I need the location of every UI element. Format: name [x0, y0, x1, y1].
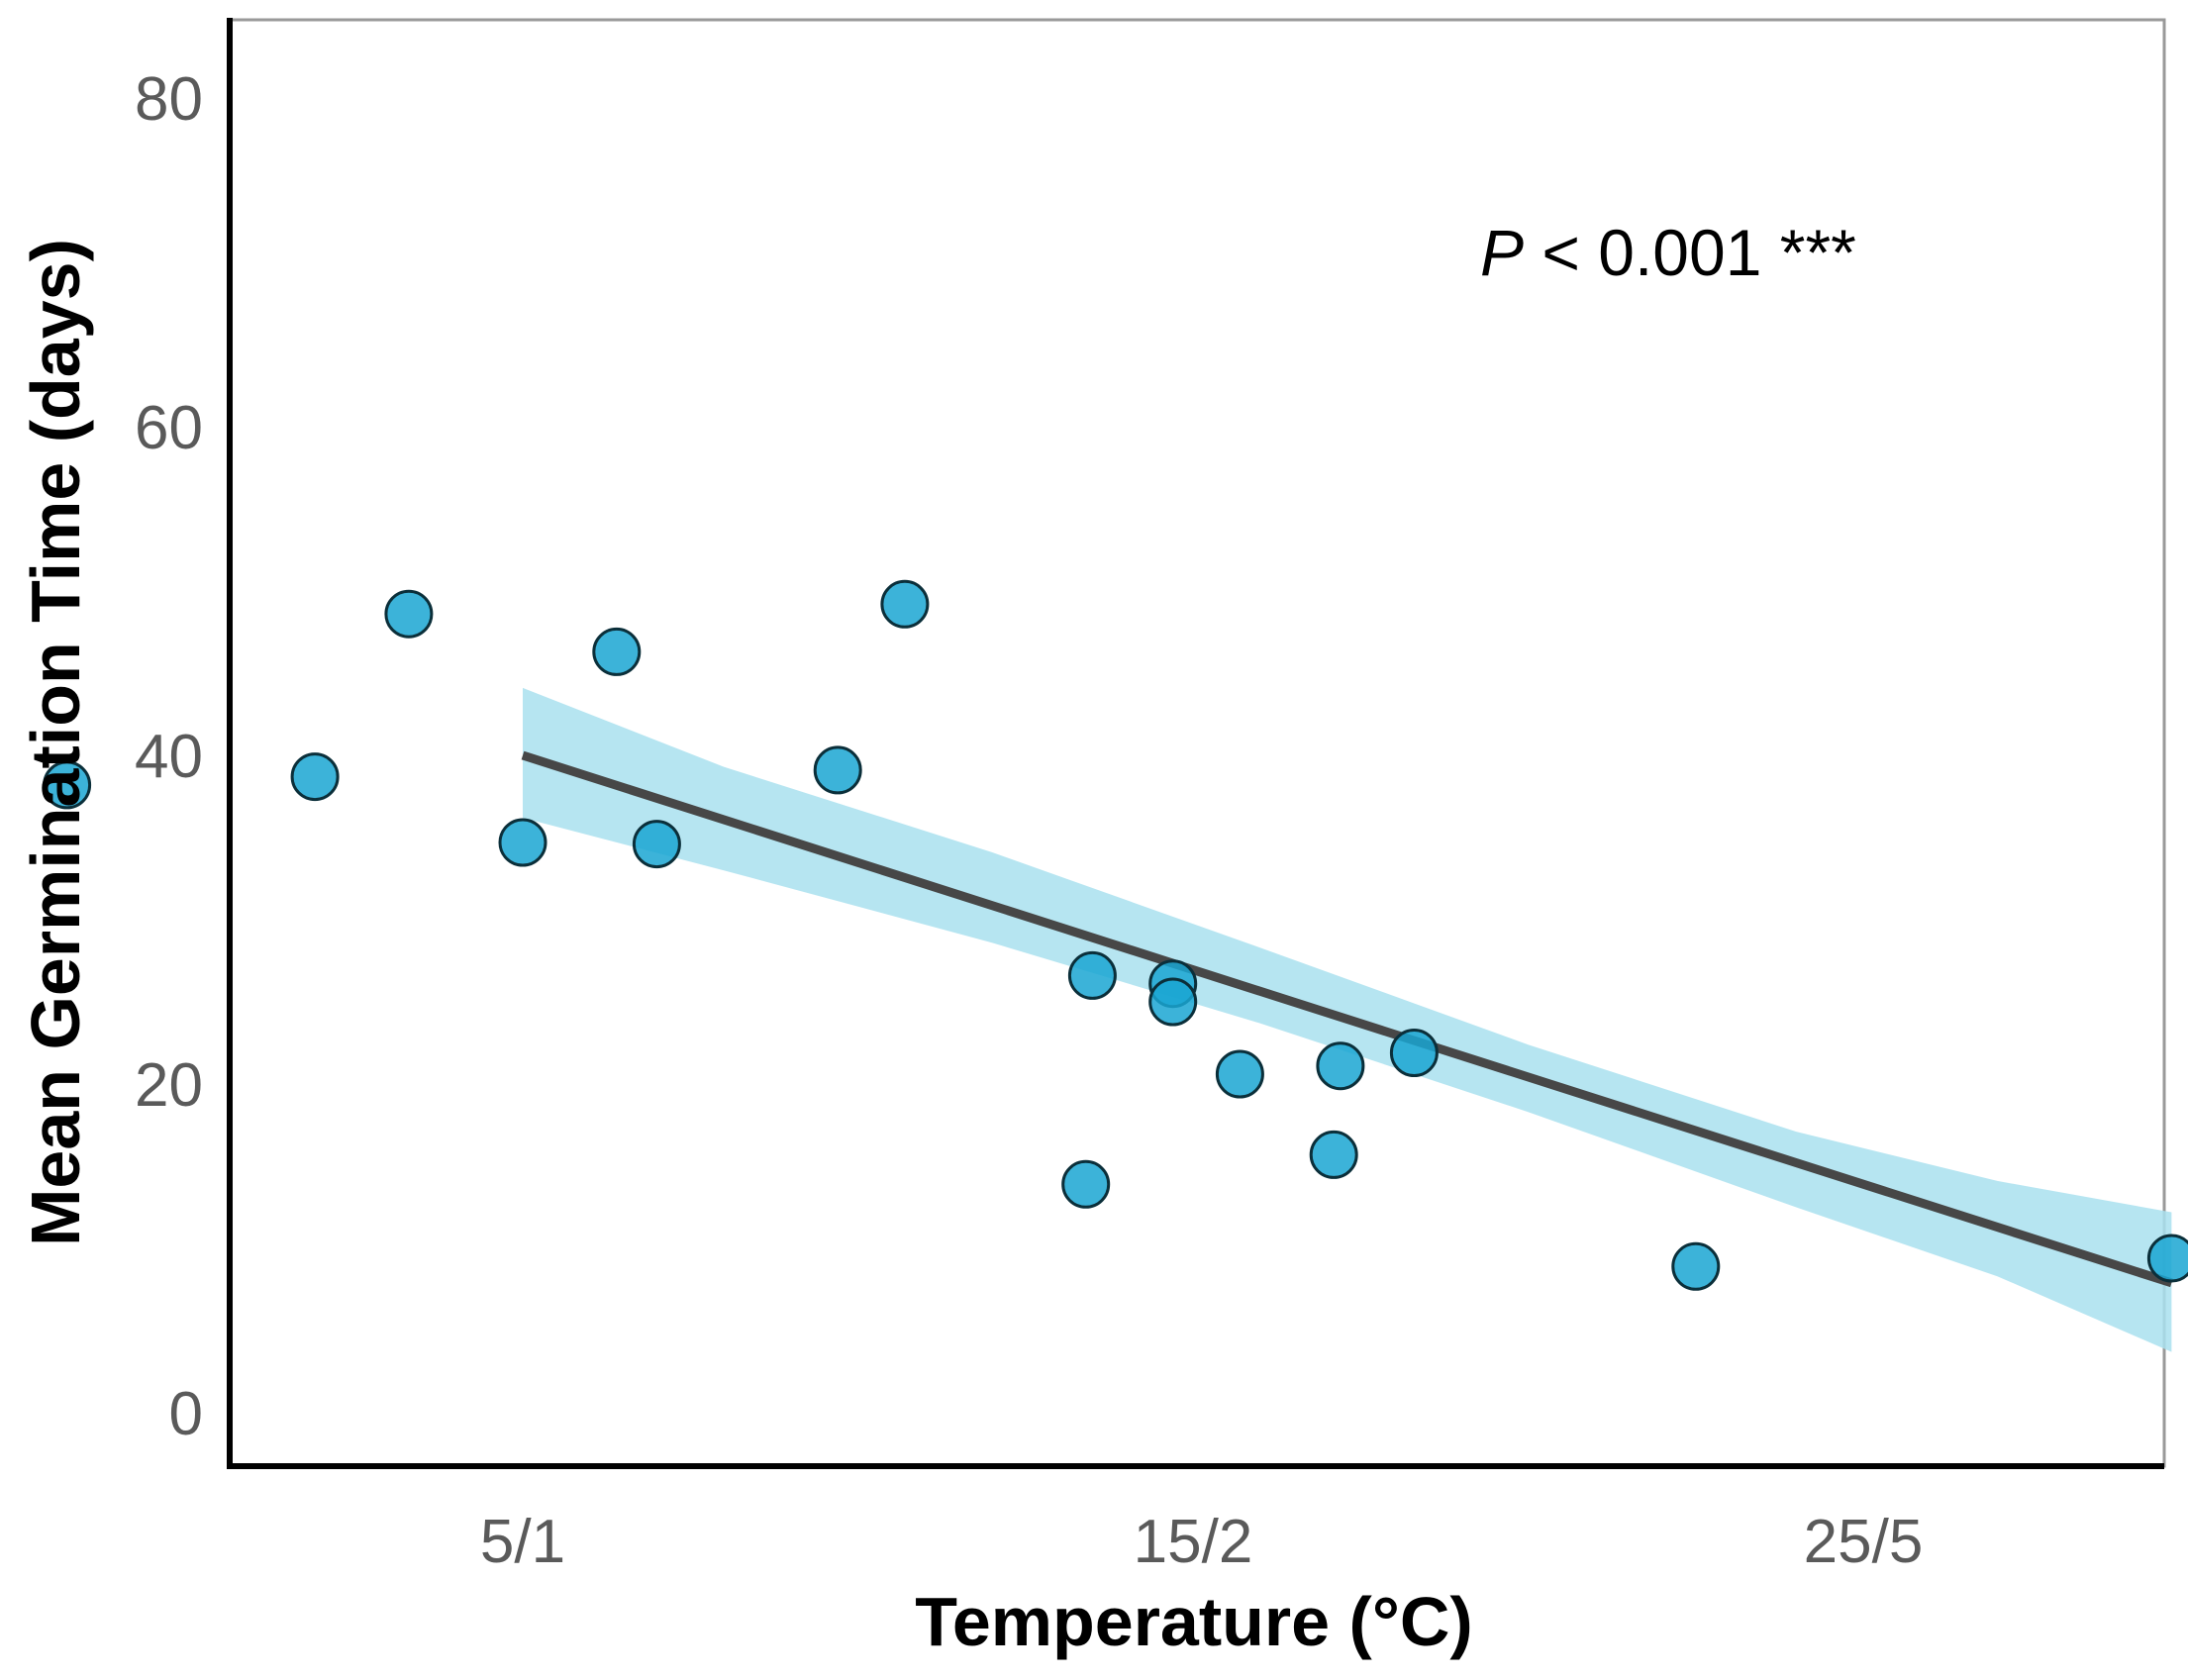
data-point-7 [813, 745, 862, 795]
y-tick-label-0: 0 [169, 1380, 203, 1448]
y-tick-label-40: 40 [135, 723, 203, 791]
data-point-9 [1067, 950, 1117, 1000]
data-point-14 [1389, 1029, 1439, 1077]
y-tick-label-60: 60 [135, 394, 203, 462]
data-point-15 [1309, 1130, 1358, 1179]
data-points [43, 579, 2188, 1291]
data-point-13 [1316, 1041, 1365, 1091]
data-point-3 [384, 589, 434, 639]
data-point-1 [43, 760, 92, 810]
data-point-11 [1148, 977, 1198, 1027]
y-tick-label-20: 20 [135, 1051, 203, 1120]
data-point-8 [880, 579, 930, 629]
data-point-4 [498, 818, 547, 867]
x-axis-ticks: 5/1 15/2 25/5 [480, 1508, 1923, 1576]
data-point-18 [2146, 1234, 2188, 1283]
p-symbol: P [1480, 216, 1524, 289]
y-tick-label-80: 80 [135, 65, 203, 134]
y-axis-title: Mean Germination Time (days) [17, 239, 94, 1246]
x-tick-label-1: 5/1 [480, 1508, 565, 1576]
data-point-5 [592, 627, 642, 676]
data-point-16 [1061, 1159, 1111, 1209]
p-value-text: < 0.001 *** [1542, 216, 1855, 289]
x-axis-title: Temperature (°C) [915, 1583, 1472, 1660]
data-point-6 [632, 820, 681, 869]
x-tick-label-2: 15/2 [1134, 1508, 1253, 1576]
data-point-12 [1215, 1049, 1264, 1099]
data-point-2 [290, 752, 340, 802]
significance-annotation: P < 0.001 *** [1480, 216, 1856, 289]
regression-line [521, 750, 2173, 1288]
x-tick-label-3: 25/5 [1804, 1508, 1924, 1576]
data-point-17 [1671, 1241, 1721, 1291]
y-axis-ticks: 0 20 40 60 80 [135, 65, 203, 1448]
